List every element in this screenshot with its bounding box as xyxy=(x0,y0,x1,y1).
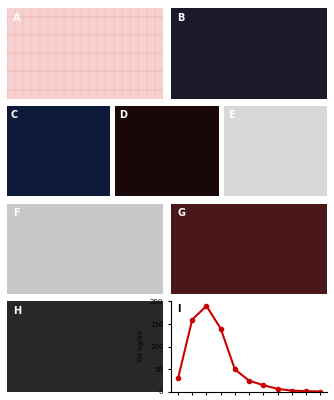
Text: E: E xyxy=(228,110,235,120)
Text: I: I xyxy=(177,304,181,314)
Text: C: C xyxy=(11,110,18,120)
Text: H: H xyxy=(13,306,21,316)
Y-axis label: TnI ng/ml: TnI ng/ml xyxy=(138,330,144,363)
Text: B: B xyxy=(177,12,185,22)
Text: D: D xyxy=(120,110,128,120)
Text: A: A xyxy=(13,12,20,22)
Text: F: F xyxy=(13,208,20,218)
Text: G: G xyxy=(177,208,185,218)
